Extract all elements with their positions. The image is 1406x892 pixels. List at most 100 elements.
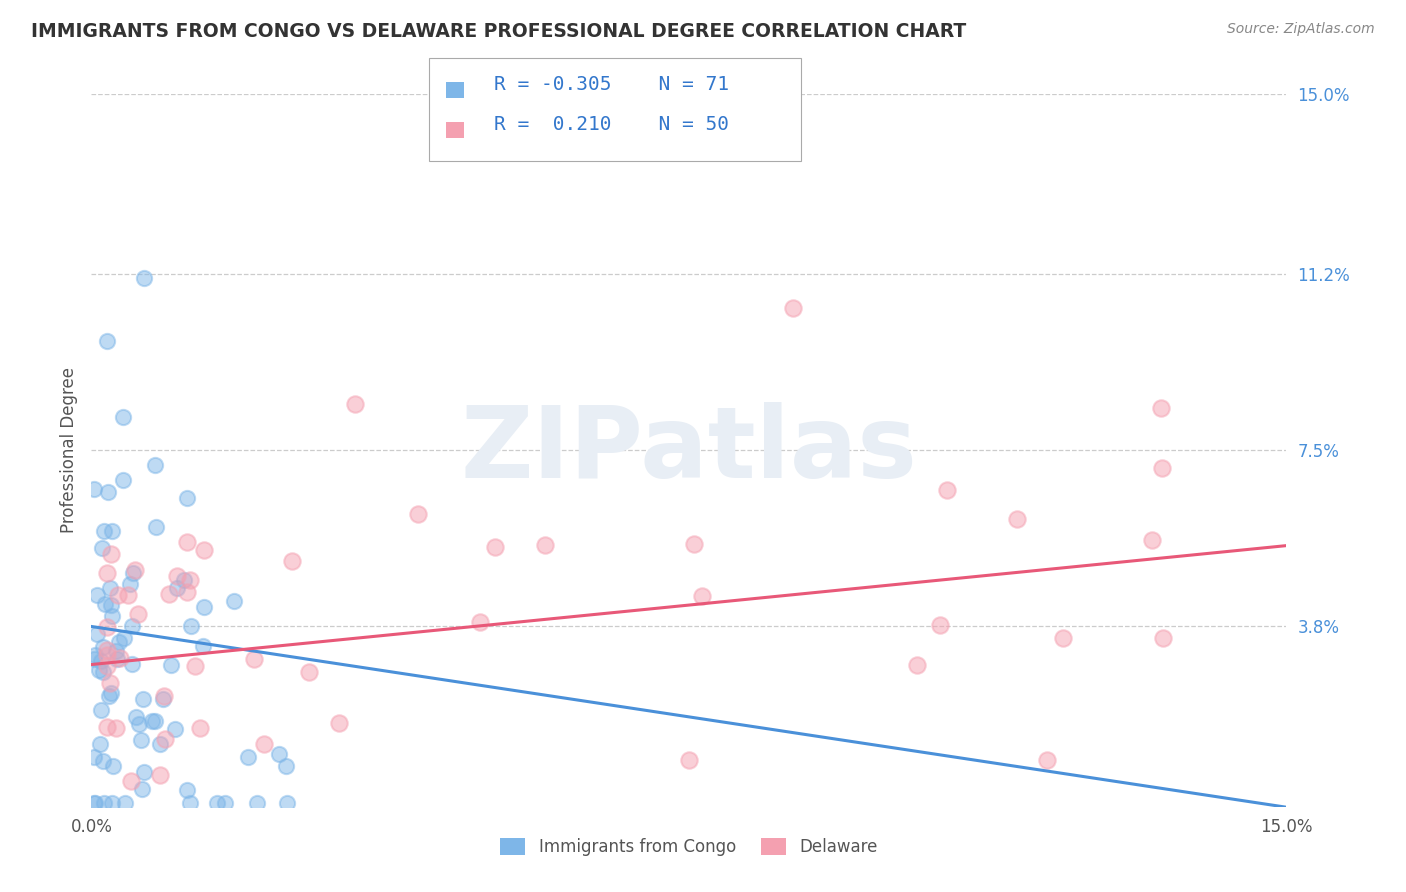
Point — [98, 581, 121, 595]
Point — [100, 599, 122, 613]
Point — [682, 537, 704, 551]
Y-axis label: Professional Degree: Professional Degree — [59, 368, 77, 533]
Point — [1150, 460, 1173, 475]
Point — [328, 715, 350, 730]
Point — [96, 648, 118, 662]
Point — [121, 657, 143, 672]
Point — [90, 654, 112, 668]
Point — [166, 568, 188, 582]
Point — [193, 542, 215, 557]
Point — [179, 796, 201, 810]
Point — [120, 774, 142, 789]
Point — [678, 753, 700, 767]
Point — [132, 765, 155, 780]
Point — [236, 749, 259, 764]
Point — [96, 619, 118, 633]
Point — [84, 648, 107, 663]
Text: ZIPatlas: ZIPatlas — [461, 402, 917, 499]
Point — [281, 554, 304, 568]
Point — [131, 782, 153, 797]
Point — [143, 458, 166, 472]
Point — [108, 634, 131, 648]
Point — [153, 732, 176, 747]
Point — [276, 796, 298, 810]
Point — [163, 722, 186, 736]
Text: R = -0.305    N = 71: R = -0.305 N = 71 — [494, 75, 728, 95]
Point — [1140, 533, 1163, 548]
Point — [183, 659, 205, 673]
Point — [534, 538, 557, 552]
Point — [108, 651, 131, 665]
Point — [176, 783, 198, 797]
Point — [122, 566, 145, 581]
Point — [96, 659, 118, 673]
Point — [124, 710, 146, 724]
Point — [124, 563, 146, 577]
Point — [179, 573, 201, 587]
Point — [107, 588, 129, 602]
Point — [83, 652, 105, 666]
Point — [205, 796, 228, 810]
Point — [1007, 512, 1029, 526]
Point — [104, 721, 127, 735]
Point — [83, 749, 105, 764]
Point — [127, 607, 149, 621]
Point — [90, 703, 112, 717]
Legend: Immigrants from Congo, Delaware: Immigrants from Congo, Delaware — [494, 831, 884, 863]
Point — [149, 737, 172, 751]
Point — [176, 585, 198, 599]
Point — [905, 658, 928, 673]
Point — [105, 652, 128, 666]
Point — [112, 631, 135, 645]
Point — [97, 484, 120, 499]
Point — [131, 691, 153, 706]
Point — [690, 590, 713, 604]
Point — [152, 689, 174, 703]
Point — [176, 534, 198, 549]
Point — [128, 717, 150, 731]
Point — [100, 524, 122, 538]
Point — [276, 759, 298, 773]
Point — [253, 737, 276, 751]
Point — [191, 639, 214, 653]
Point — [782, 301, 804, 315]
Point — [193, 600, 215, 615]
Point — [93, 524, 115, 539]
Point — [1036, 753, 1059, 767]
Point — [269, 747, 291, 761]
Point — [111, 473, 134, 487]
Point — [103, 759, 125, 773]
Point — [484, 541, 506, 555]
Point — [98, 676, 121, 690]
Point — [928, 618, 950, 632]
Point — [87, 664, 110, 678]
Point — [100, 686, 122, 700]
Point — [141, 714, 163, 729]
Text: Source: ZipAtlas.com: Source: ZipAtlas.com — [1227, 22, 1375, 37]
Point — [91, 640, 114, 654]
Point — [188, 721, 211, 735]
Point — [157, 586, 180, 600]
Point — [1149, 401, 1171, 416]
Point — [83, 796, 105, 810]
Point — [246, 796, 269, 810]
Point — [134, 271, 156, 285]
Point — [83, 796, 105, 810]
Point — [91, 754, 114, 768]
Point — [96, 334, 118, 348]
Point — [91, 665, 114, 680]
Point — [101, 796, 124, 810]
Point — [176, 491, 198, 505]
Point — [96, 643, 118, 657]
Point — [166, 581, 188, 595]
Text: R =  0.210    N = 50: R = 0.210 N = 50 — [494, 115, 728, 135]
Point — [222, 594, 245, 608]
Point — [89, 737, 111, 751]
Point — [1052, 631, 1074, 645]
Point — [93, 796, 115, 810]
Point — [406, 507, 429, 521]
Point — [160, 658, 183, 673]
Point — [1152, 632, 1174, 646]
Point — [470, 615, 492, 629]
Point — [149, 768, 172, 782]
